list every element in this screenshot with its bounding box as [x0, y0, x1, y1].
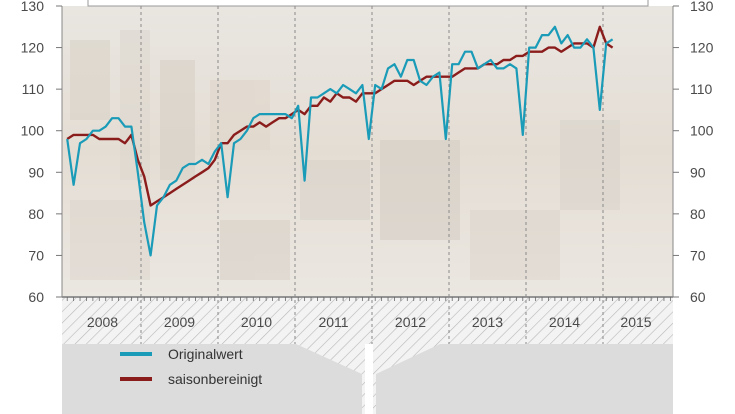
y-tick-label-right: 90	[690, 164, 706, 180]
y-tick-label-right: 100	[690, 123, 714, 139]
year-label: 2008	[87, 314, 118, 330]
y-axis-left: 60 70 80 90 100 110 120 130	[21, 0, 62, 305]
y-tick-label-right: 70	[690, 247, 706, 263]
y-tick-label-left: 120	[21, 40, 45, 56]
y-tick-label-left: 60	[28, 289, 44, 305]
legend: Originalwert saisonbereinigt	[120, 346, 262, 387]
y-tick-label-left: 130	[21, 0, 45, 14]
y-tick-label-right: 110	[690, 81, 713, 97]
year-label: 2014	[549, 314, 580, 330]
top-label-box	[87, 0, 649, 7]
year-label: 2015	[620, 314, 651, 330]
y-tick-label-left: 110	[22, 81, 45, 97]
y-tick-label-right: 60	[690, 289, 706, 305]
y-tick-label-left: 100	[21, 123, 45, 139]
year-label: 2010	[241, 314, 272, 330]
year-label: 2009	[164, 314, 195, 330]
legend-label-saisonbereinigt: saisonbereinigt	[168, 371, 262, 387]
year-separators	[140, 6, 604, 344]
y-axis-right: 60 70 80 90 100 110 120 130	[673, 0, 714, 305]
y-tick-label-right: 80	[690, 206, 706, 222]
series-line-originalwert	[66, 25, 614, 257]
year-label: 2012	[395, 314, 426, 330]
series-layer	[66, 25, 614, 257]
year-label: 2013	[472, 314, 503, 330]
y-tick-label-right: 130	[690, 0, 714, 14]
year-label: 2011	[318, 314, 348, 330]
y-tick-label-right: 120	[690, 40, 714, 56]
y-tick-label-left: 80	[28, 206, 44, 222]
legend-label-originalwert: Originalwert	[168, 346, 243, 362]
x-axis-ticks	[66, 297, 671, 301]
series-line-saisonbereinigt	[66, 25, 614, 207]
year-labels: 2008 2009 2010 2011 2012 2013 2014 2015	[87, 314, 652, 330]
y-tick-label-left: 70	[28, 247, 44, 263]
y-tick-label-left: 90	[28, 164, 44, 180]
